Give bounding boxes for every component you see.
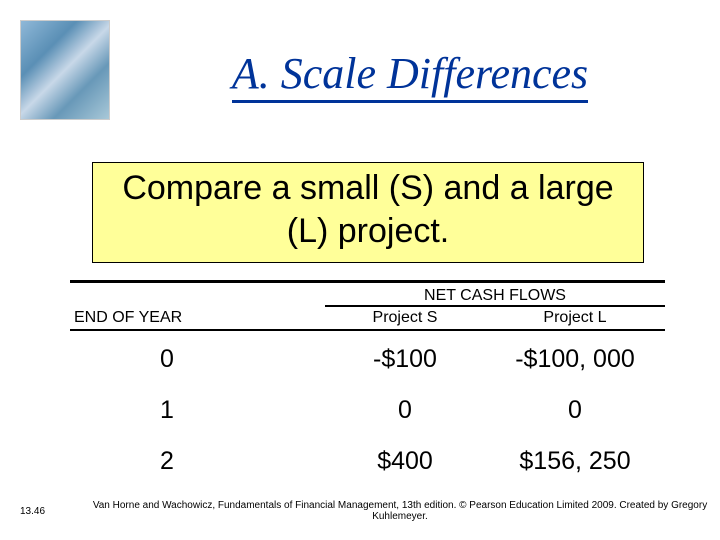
subtitle-line1: Compare a small (S) and a large [101,167,635,210]
cell-project-l: $156, 250 [485,447,665,476]
logo-image [20,20,110,120]
cell-project-s: $400 [325,447,485,476]
header-project-s: Project S [325,309,485,327]
cell-year: 0 [70,345,325,374]
slide-title: A. Scale Differences [130,48,690,99]
cell-project-s: 0 [325,396,485,425]
table-row: 0 -$100 -$100, 000 [70,345,665,374]
title-text: A. Scale Differences [232,49,588,103]
table-row: 1 0 0 [70,396,665,425]
cell-year: 2 [70,447,325,476]
subtitle-line2: (L) project. [101,210,635,253]
title-container: A. Scale Differences [130,48,690,99]
table-header-row1: NET CASH FLOWS [70,287,665,309]
cell-project-s: -$100 [325,345,485,374]
cashflow-table: NET CASH FLOWS END OF YEAR Project S Pro… [70,280,665,498]
header-net-cash-flows: NET CASH FLOWS [325,287,665,307]
table-body: 0 -$100 -$100, 000 1 0 0 2 $400 $156, 25… [70,345,665,476]
cell-project-l: -$100, 000 [485,345,665,374]
table-header-row2: END OF YEAR Project S Project L [70,309,665,331]
header-end-of-year: END OF YEAR [70,309,325,327]
cell-project-l: 0 [485,396,665,425]
subtitle-box: Compare a small (S) and a large (L) proj… [92,162,644,263]
cell-year: 1 [70,396,325,425]
footer-citation: Van Horne and Wachowicz, Fundamentals of… [80,500,720,522]
header-project-l: Project L [485,309,665,327]
table-row: 2 $400 $156, 250 [70,447,665,476]
table-top-rule [70,280,665,283]
slide-footer: 13.46 Van Horne and Wachowicz, Fundament… [0,500,720,522]
slide-number: 13.46 [0,506,80,517]
